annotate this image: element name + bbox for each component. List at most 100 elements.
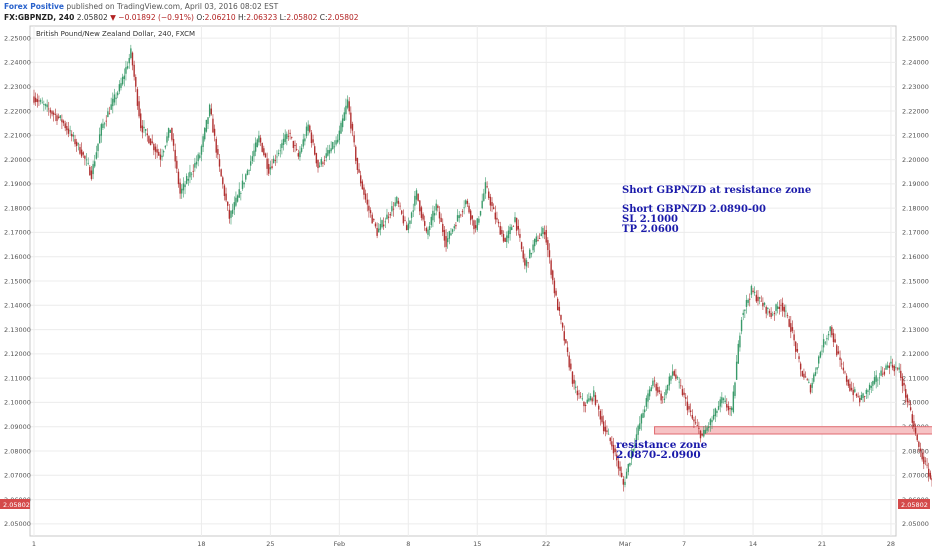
candle-body <box>849 383 851 391</box>
candle-body <box>773 312 776 314</box>
candle-body <box>696 425 698 426</box>
candle-body <box>71 133 73 137</box>
candle-body <box>476 218 478 230</box>
candle-body <box>642 412 644 418</box>
candle-body <box>742 312 744 315</box>
candle-body <box>604 426 606 432</box>
candle-body <box>921 452 923 460</box>
publisher-name[interactable]: Forex Positive <box>4 2 65 11</box>
candle-body <box>144 129 147 131</box>
candle-body <box>712 414 715 420</box>
candle-body <box>877 379 879 381</box>
candle-body <box>519 234 521 238</box>
candle-body <box>84 155 86 159</box>
candle-body <box>274 160 277 161</box>
candle-body <box>92 164 94 175</box>
candle-body <box>703 430 705 437</box>
symbol-label[interactable]: FX:GBPNZD, 240 <box>4 13 75 22</box>
candle-body <box>378 228 380 233</box>
candle-body <box>698 427 700 429</box>
candle-body <box>803 373 805 378</box>
candle-body <box>908 401 910 403</box>
candle-body <box>607 433 610 435</box>
candle-body <box>148 136 150 144</box>
candle-body <box>547 240 549 251</box>
candle-body <box>778 306 781 309</box>
price-tick-left: 2.16000 <box>4 253 31 261</box>
candle-body <box>49 109 52 113</box>
candle-body <box>98 134 101 144</box>
candle-body <box>302 139 304 147</box>
candle-body <box>719 399 721 407</box>
candle-body <box>415 190 418 200</box>
candle-body <box>701 433 703 436</box>
candle-body <box>143 126 145 129</box>
candle-body <box>714 408 716 417</box>
candle-body <box>653 380 656 382</box>
candle-body <box>94 161 96 167</box>
candle-body <box>304 138 306 142</box>
candle-body <box>903 383 905 386</box>
candle-body <box>583 402 585 407</box>
candle-body <box>215 138 217 153</box>
candle-body <box>355 146 357 161</box>
candle-body <box>593 390 595 397</box>
candle-body <box>811 382 813 388</box>
candle-body <box>309 125 311 132</box>
candle-body <box>248 170 250 171</box>
candle-body <box>345 105 347 115</box>
candle-body <box>818 356 820 364</box>
candle-body <box>218 159 221 167</box>
candle-body <box>627 463 629 473</box>
candle-body <box>673 370 675 376</box>
candle-body <box>919 448 922 452</box>
candle-body <box>34 97 37 102</box>
candle-body <box>483 193 485 201</box>
candle-body <box>914 427 917 434</box>
candle-body <box>596 400 598 402</box>
candle-body <box>923 456 925 464</box>
time-axis[interactable]: 11825Feb81522Mar7142128Apr11 <box>32 540 932 548</box>
price-axis[interactable]: 2.25000 2.25000 2.24000 2.24000 2.23000 2.230… <box>4 34 929 528</box>
candle-body <box>650 387 652 392</box>
grid-lines <box>30 26 896 536</box>
candle-body <box>625 471 628 479</box>
candle-body <box>450 233 452 236</box>
candle-body <box>327 149 329 156</box>
candle-body <box>174 149 176 162</box>
candle-body <box>532 244 534 251</box>
candle-body <box>722 398 725 400</box>
candle-body <box>527 262 529 264</box>
candle-body <box>230 210 232 218</box>
candle-body <box>291 136 293 138</box>
candle-body <box>350 112 352 129</box>
candle-body <box>473 220 475 230</box>
candle-body <box>785 310 787 312</box>
candle-body <box>538 238 541 239</box>
candle-body <box>343 112 345 121</box>
candle-body <box>854 389 856 392</box>
candle-body <box>412 210 414 212</box>
candle-body <box>295 149 298 150</box>
candle-body <box>217 149 219 155</box>
candle-body <box>524 258 526 266</box>
candle-body <box>56 115 58 121</box>
candle-body <box>43 104 45 105</box>
candle-body <box>831 327 833 336</box>
candle-body <box>199 155 201 158</box>
candle-body <box>772 314 774 316</box>
take-profit-line: TP 2.0600 <box>622 224 679 235</box>
candle-body <box>594 395 597 405</box>
candle-body <box>268 164 270 174</box>
candle-body <box>566 347 569 352</box>
candle-body <box>212 118 214 133</box>
candle-body <box>310 132 313 144</box>
candle-body <box>842 367 845 371</box>
candle-body <box>716 410 718 413</box>
candle-body <box>131 52 134 66</box>
candle-body <box>245 174 247 180</box>
candle-body <box>796 349 799 352</box>
candle-body <box>550 260 552 275</box>
candle-body <box>151 141 153 143</box>
